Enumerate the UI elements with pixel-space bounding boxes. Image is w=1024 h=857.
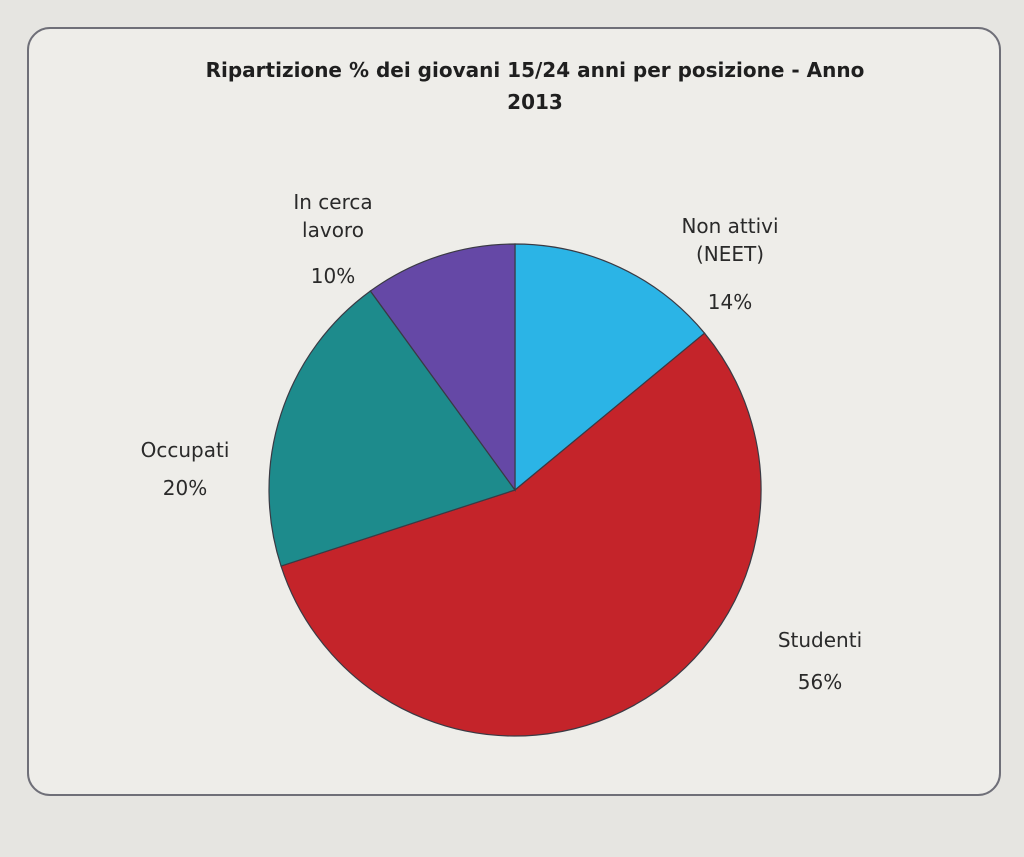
slice-value-label: 56%: [797, 670, 843, 694]
slice-value-label: 20%: [162, 476, 208, 500]
slice-label: Non attivi (NEET): [681, 214, 779, 266]
slice-label: Occupati: [140, 438, 230, 462]
slice-label: Studenti: [777, 628, 863, 652]
pie-slice: [369, 243, 516, 492]
slice-value-label: 14%: [707, 290, 753, 314]
slice-value-label: 10%: [310, 264, 356, 288]
chart-title: Ripartizione % dei giovani 15/24 anni pe…: [205, 58, 865, 114]
pie-slice: [268, 290, 516, 567]
pie-slice: [514, 243, 706, 492]
pie-slice: [280, 332, 762, 737]
slice-label: In cerca lavoro: [293, 190, 373, 242]
